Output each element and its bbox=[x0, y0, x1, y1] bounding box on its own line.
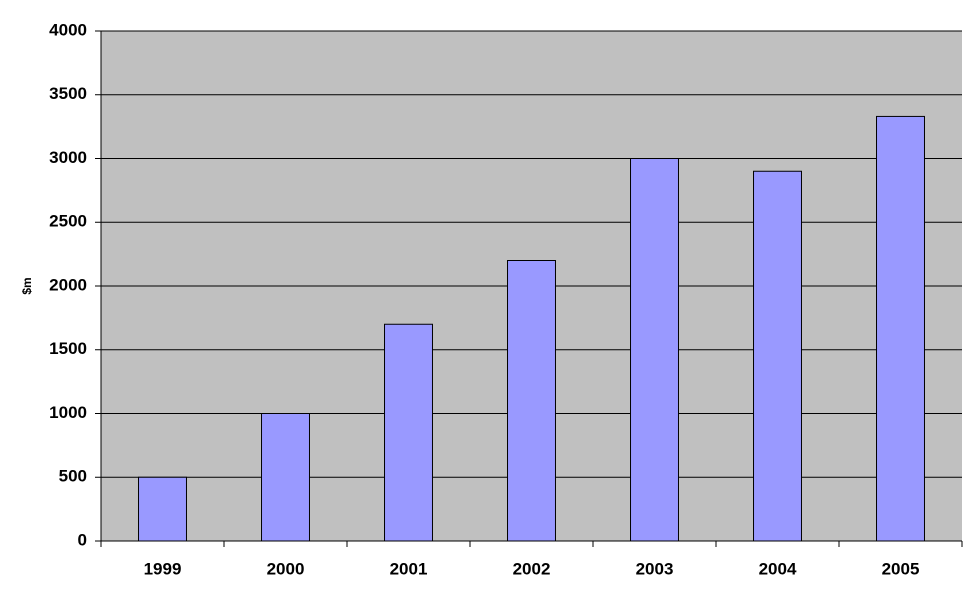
y-tick-label: 500 bbox=[59, 467, 87, 486]
bar bbox=[384, 323, 433, 542]
y-tick-label: 1500 bbox=[49, 339, 87, 358]
y-tick-label: 0 bbox=[78, 530, 87, 549]
y-tick-label: 2500 bbox=[49, 212, 87, 231]
y-tick-label: 3000 bbox=[49, 148, 87, 167]
x-tick-label: 2000 bbox=[267, 559, 305, 578]
y-axis-label: $m bbox=[20, 277, 34, 294]
x-tick-label: 2001 bbox=[390, 559, 428, 578]
bar bbox=[753, 170, 802, 542]
y-tick-label: 3500 bbox=[49, 84, 87, 103]
bar bbox=[261, 413, 310, 542]
x-tick-label: 2004 bbox=[759, 559, 797, 578]
bar bbox=[507, 260, 556, 542]
y-tick-label: 2000 bbox=[49, 275, 87, 294]
x-tick-label: 2002 bbox=[513, 559, 551, 578]
x-tick-label: 2003 bbox=[636, 559, 674, 578]
bar bbox=[630, 158, 679, 542]
y-tick-label: 4000 bbox=[49, 20, 87, 39]
x-tick-label: 2005 bbox=[882, 559, 920, 578]
x-tick-label: 1999 bbox=[144, 559, 182, 578]
bar bbox=[138, 476, 187, 542]
y-tick-label: 1000 bbox=[49, 403, 87, 422]
bar bbox=[876, 115, 925, 542]
